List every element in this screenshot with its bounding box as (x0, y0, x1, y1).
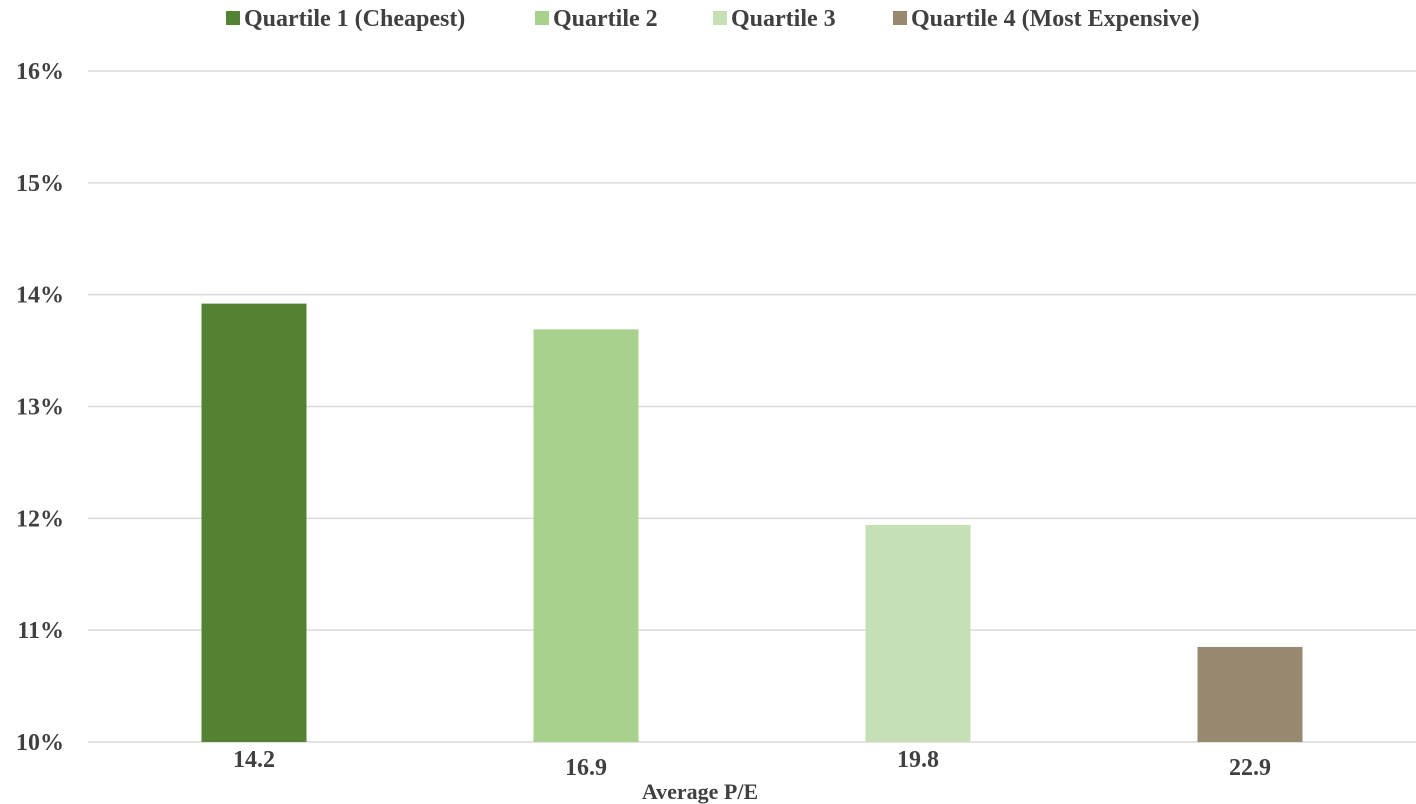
x-tick-label: 14.2 (233, 747, 275, 773)
bar-1 (201, 303, 307, 742)
legend-label: Quartile 3 (731, 6, 836, 32)
y-tick-label: 16% (16, 59, 64, 85)
bar-2 (533, 329, 639, 742)
legend-swatch (535, 11, 549, 25)
x-tick-label: 16.9 (565, 755, 607, 781)
legend-item-1: Quartile 1 (Cheapest) (226, 6, 465, 32)
legend: Quartile 1 (Cheapest) Quartile 2 Quartile … (226, 6, 1200, 32)
y-tick-label: 13% (16, 395, 64, 421)
legend-item-4: Quartile 4 (Most Expensive) (893, 6, 1200, 32)
x-axis-title: Average P/E (642, 779, 758, 804)
bars (201, 303, 1303, 742)
legend-swatch (893, 11, 907, 25)
y-tick-label: 14% (16, 283, 64, 309)
x-tick-label: 19.8 (897, 747, 939, 773)
y-tick-label: 11% (17, 618, 64, 644)
y-tick-label: 10% (16, 730, 64, 756)
legend-label: Quartile 1 (Cheapest) (244, 6, 465, 32)
x-axis-tick-labels: 14.2 16.9 19.8 22.9 (233, 747, 1271, 781)
gridlines (88, 70, 1416, 743)
legend-item-3: Quartile 3 (713, 6, 836, 32)
bar-3 (865, 525, 971, 742)
legend-label: Quartile 2 (553, 6, 658, 32)
legend-swatch (713, 11, 727, 25)
y-tick-label: 12% (16, 506, 64, 532)
bar-4 (1197, 646, 1303, 742)
y-axis-tick-labels: 10% 11% 12% 13% 14% 15% 16% (16, 59, 64, 756)
x-tick-label: 22.9 (1229, 755, 1271, 781)
legend-item-2: Quartile 2 (535, 6, 658, 32)
y-tick-label: 15% (16, 171, 64, 197)
legend-swatch (226, 11, 240, 25)
legend-label: Quartile 4 (Most Expensive) (911, 6, 1200, 32)
